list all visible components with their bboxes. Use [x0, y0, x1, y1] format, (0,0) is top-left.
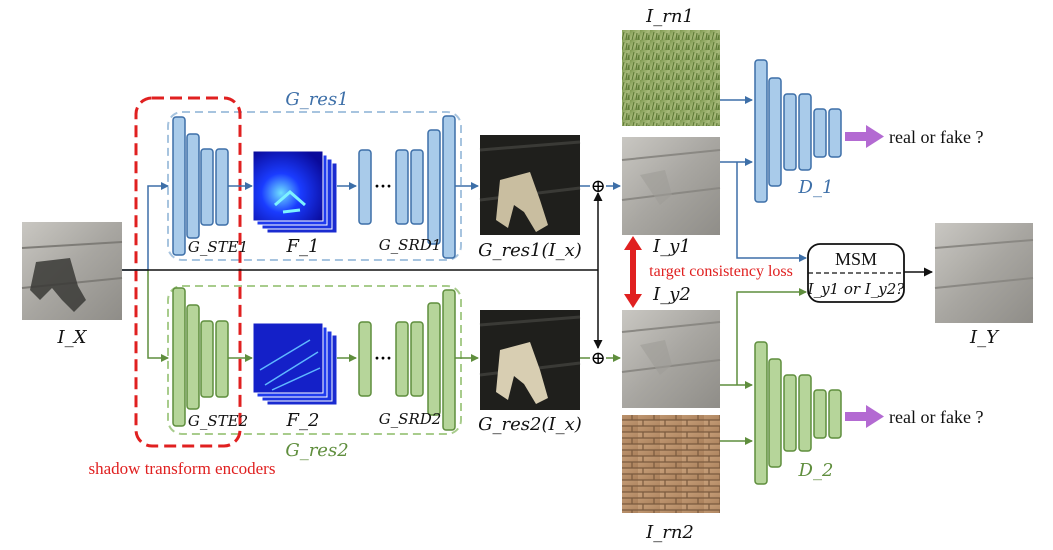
msm-title: MSM [835, 249, 877, 269]
dots-srd1: ··· [374, 176, 392, 196]
label-real-fake-1: real or fake ? [889, 127, 983, 147]
msm-choice: I_y1 or I_y2? [807, 280, 906, 298]
feature-map-f2 [252, 322, 338, 406]
encoder-ste2 [172, 287, 229, 427]
input-image [21, 222, 123, 320]
label-shadow-encoders: shadow transform encoders [89, 459, 276, 478]
right-arrows [720, 96, 933, 445]
plus-icon-2: ⊕ [590, 348, 605, 368]
label-g-res2: G_res2 [285, 440, 348, 461]
label-i-y1: I_y1 [652, 236, 691, 257]
discriminator-d2 [754, 341, 842, 485]
msm-box [807, 243, 905, 303]
output-image [934, 223, 1034, 323]
label-g-ste1: G_STE1 [188, 238, 248, 256]
label-g-srd2: G_SRD2 [379, 410, 442, 428]
shadow-encoders-box [134, 96, 242, 448]
label-input: I_X [57, 327, 88, 348]
residual-image-1 [479, 135, 581, 235]
plus-icon-1: ⊕ [590, 176, 605, 196]
decoder-srd2 [358, 289, 456, 431]
label-g-res2-out: G_res2(I_x) [478, 414, 582, 435]
label-i-rn1: I_rn1 [645, 6, 694, 27]
label-f2: F_2 [286, 410, 320, 431]
target-consistency-arrow [624, 236, 642, 308]
purple-arrow-1 [845, 125, 884, 148]
image-i-rn2 [622, 415, 720, 513]
dots-srd2: ··· [374, 348, 392, 368]
label-d1: D_1 [798, 177, 834, 198]
feature-map-f1 [252, 150, 338, 234]
decoder-srd1 [358, 115, 456, 259]
label-target-loss: target consistency loss [649, 263, 793, 280]
label-g-res1: G_res1 [285, 89, 348, 110]
label-output: I_Y [969, 327, 1000, 348]
label-g-srd1: G_SRD1 [379, 236, 442, 254]
g-res1-box [167, 111, 462, 261]
label-g-ste2: G_STE2 [188, 412, 248, 430]
label-i-y2: I_y2 [652, 284, 691, 305]
input-arrows [122, 182, 603, 362]
discriminator-d1 [754, 59, 842, 203]
image-i-y2 [621, 310, 721, 408]
encoder-ste1 [172, 116, 229, 256]
g-res2-box [167, 285, 462, 435]
label-i-rn2: I_rn2 [645, 522, 694, 543]
residual-image-2 [479, 310, 581, 410]
image-i-y1 [621, 137, 721, 235]
image-i-rn1 [622, 30, 720, 126]
label-d2: D_2 [798, 460, 834, 481]
purple-arrow-2 [845, 405, 884, 428]
label-real-fake-2: real or fake ? [889, 407, 983, 427]
label-f1: F_1 [286, 236, 320, 257]
label-g-res1-out: G_res1(I_x) [478, 240, 582, 261]
